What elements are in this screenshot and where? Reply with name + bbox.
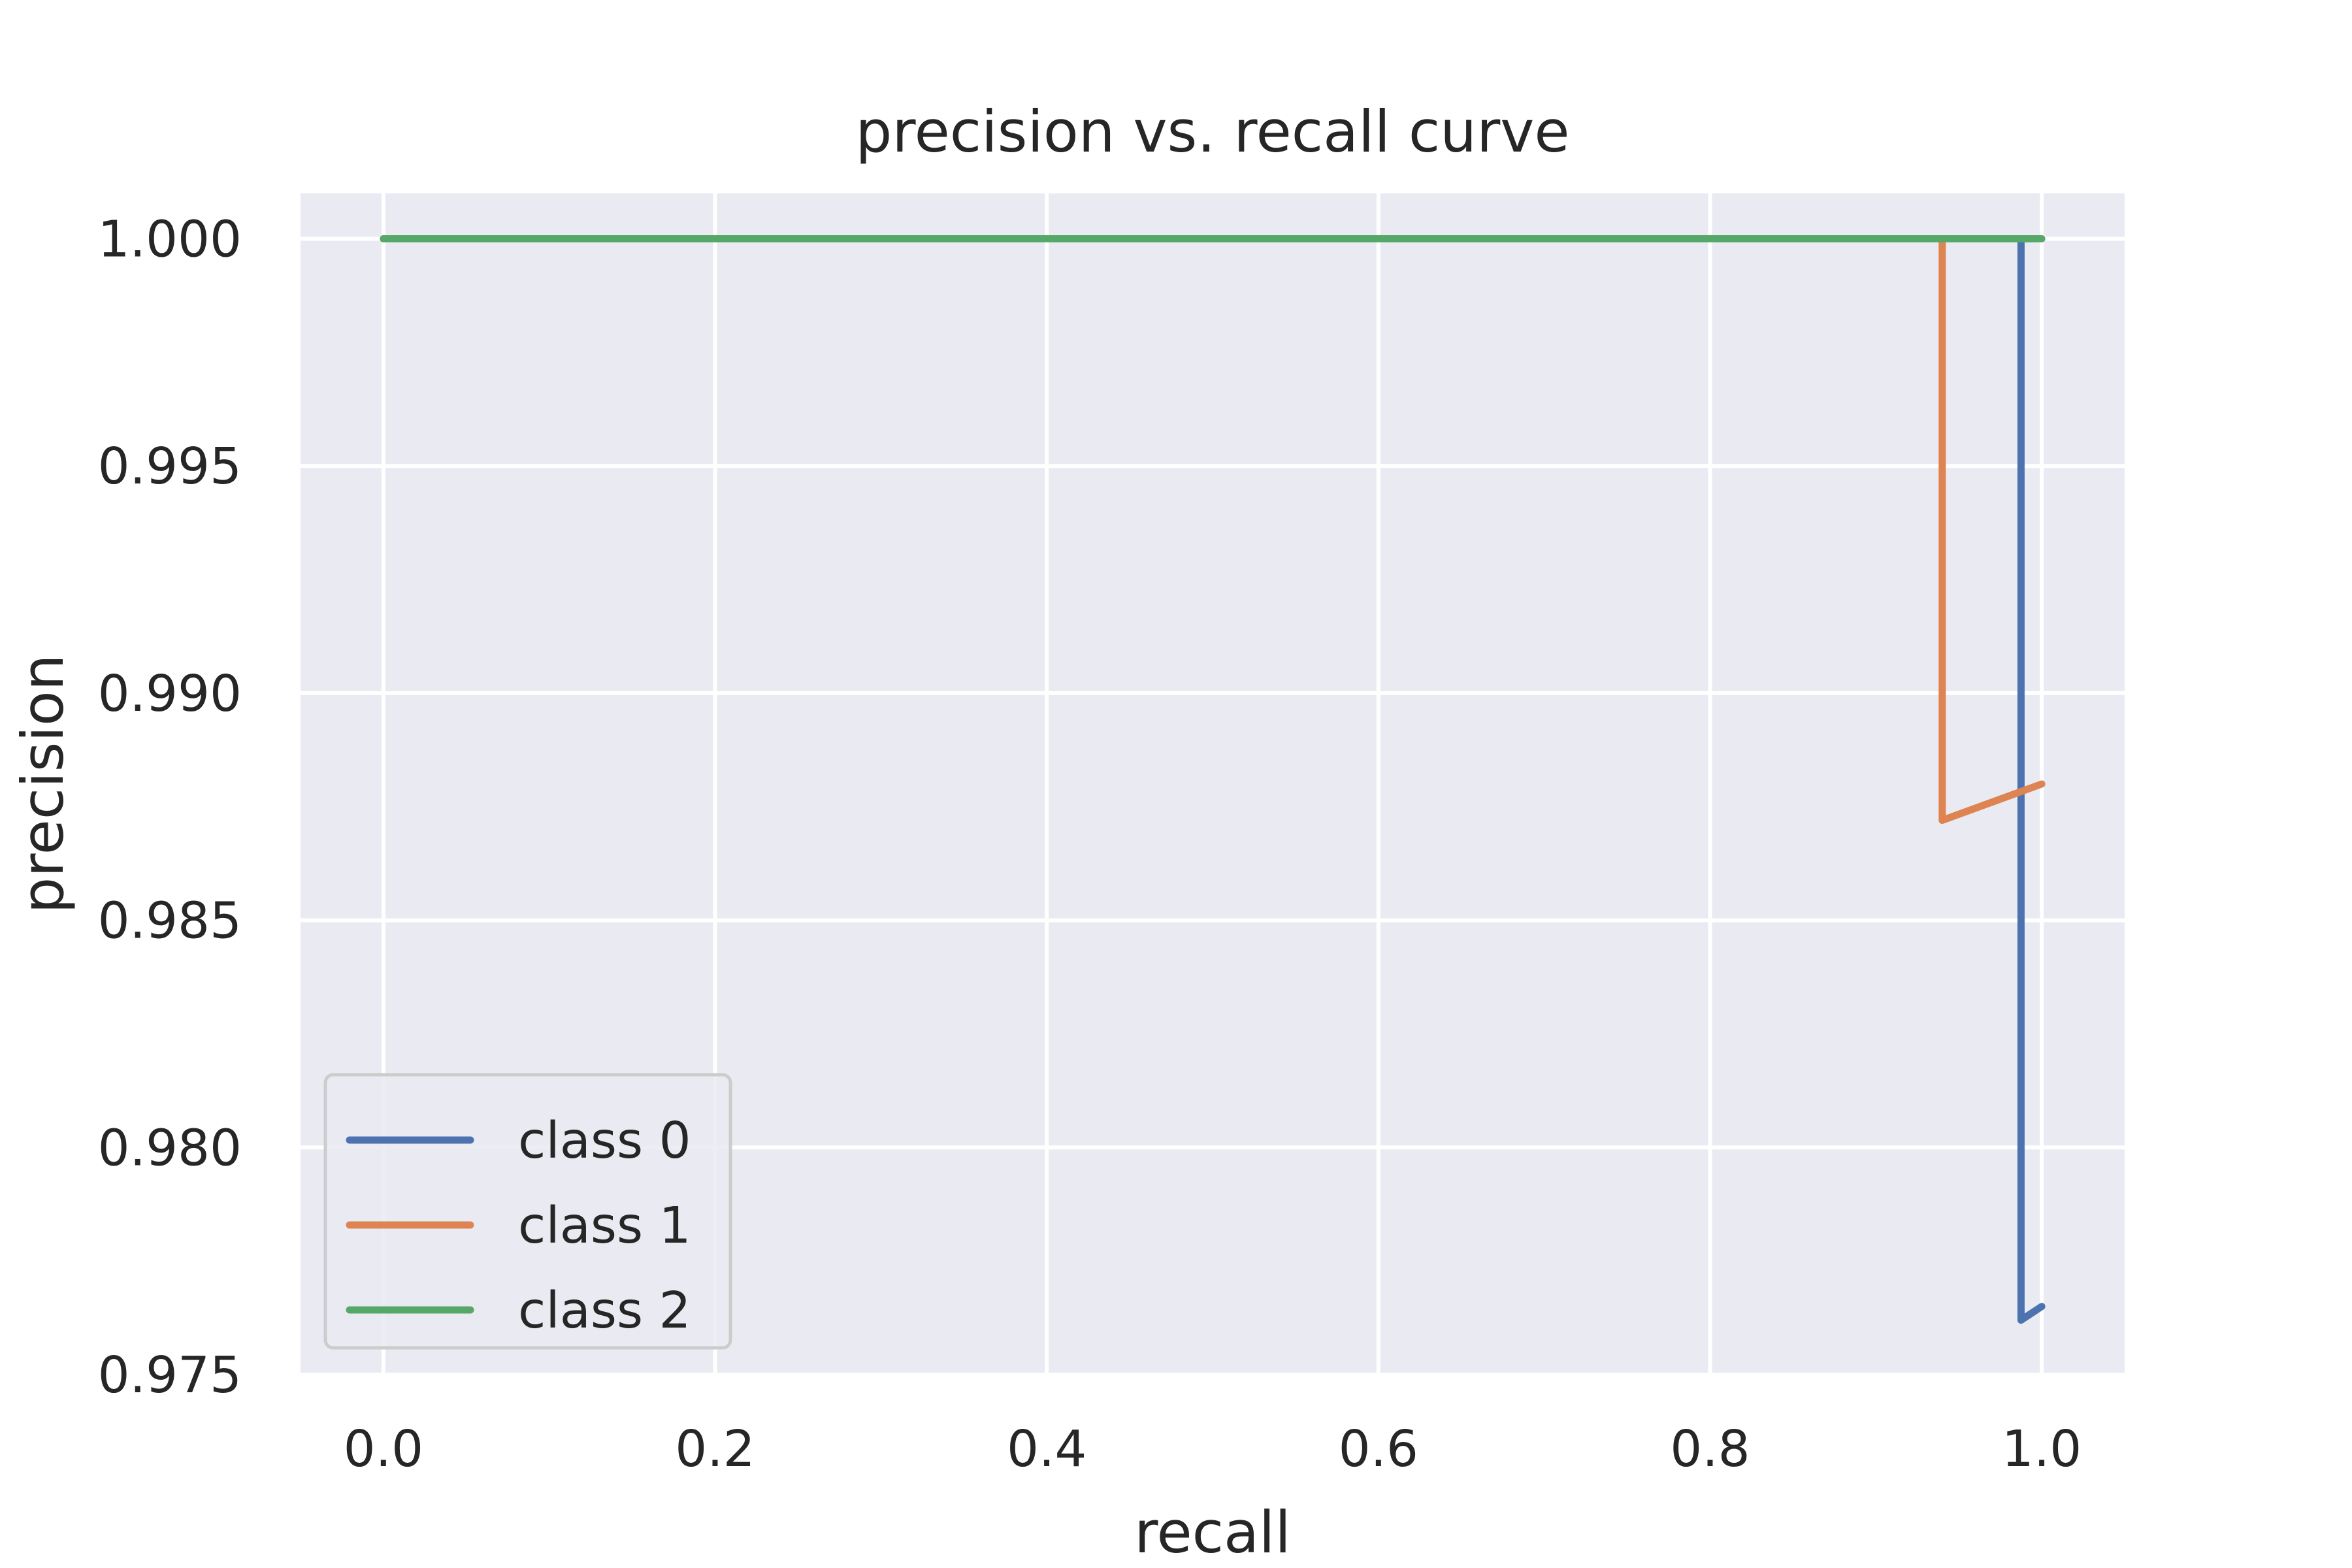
legend-label: class 1 [518, 1197, 691, 1255]
x-tick-label: 0.6 [1339, 1420, 1418, 1478]
y-tick-label: 0.995 [98, 438, 242, 496]
y-tick-label: 1.000 [98, 211, 242, 269]
x-tick-label: 0.0 [344, 1420, 423, 1478]
legend-label: class 0 [518, 1112, 691, 1170]
x-axis-title: recall [1134, 1499, 1291, 1566]
legend-label: class 2 [518, 1282, 691, 1340]
y-tick-label: 0.975 [98, 1347, 242, 1405]
x-tick-label: 0.8 [1670, 1420, 1750, 1478]
y-tick-label: 0.985 [98, 892, 242, 951]
y-axis-title: precision [9, 655, 76, 914]
x-tick-label: 0.4 [1007, 1420, 1086, 1478]
x-tick-label: 1.0 [2002, 1420, 2082, 1478]
y-tick-label: 0.980 [98, 1119, 242, 1177]
chart-title: precision vs. recall curve [856, 98, 1570, 165]
x-tick-label: 0.2 [675, 1420, 755, 1478]
legend: class 0 class 1 class 2 [323, 1073, 732, 1350]
y-tick-label: 0.990 [98, 665, 242, 723]
